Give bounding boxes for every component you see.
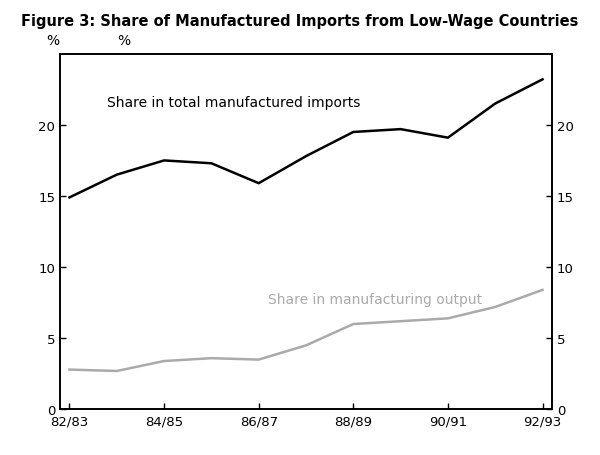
Text: %: % — [46, 34, 59, 47]
Text: Figure 3: Share of Manufactured Imports from Low-Wage Countries: Figure 3: Share of Manufactured Imports … — [22, 14, 578, 29]
Text: %: % — [117, 34, 130, 47]
Text: Share in total manufactured imports: Share in total manufactured imports — [107, 96, 361, 110]
Text: Share in manufacturing output: Share in manufacturing output — [268, 292, 482, 306]
